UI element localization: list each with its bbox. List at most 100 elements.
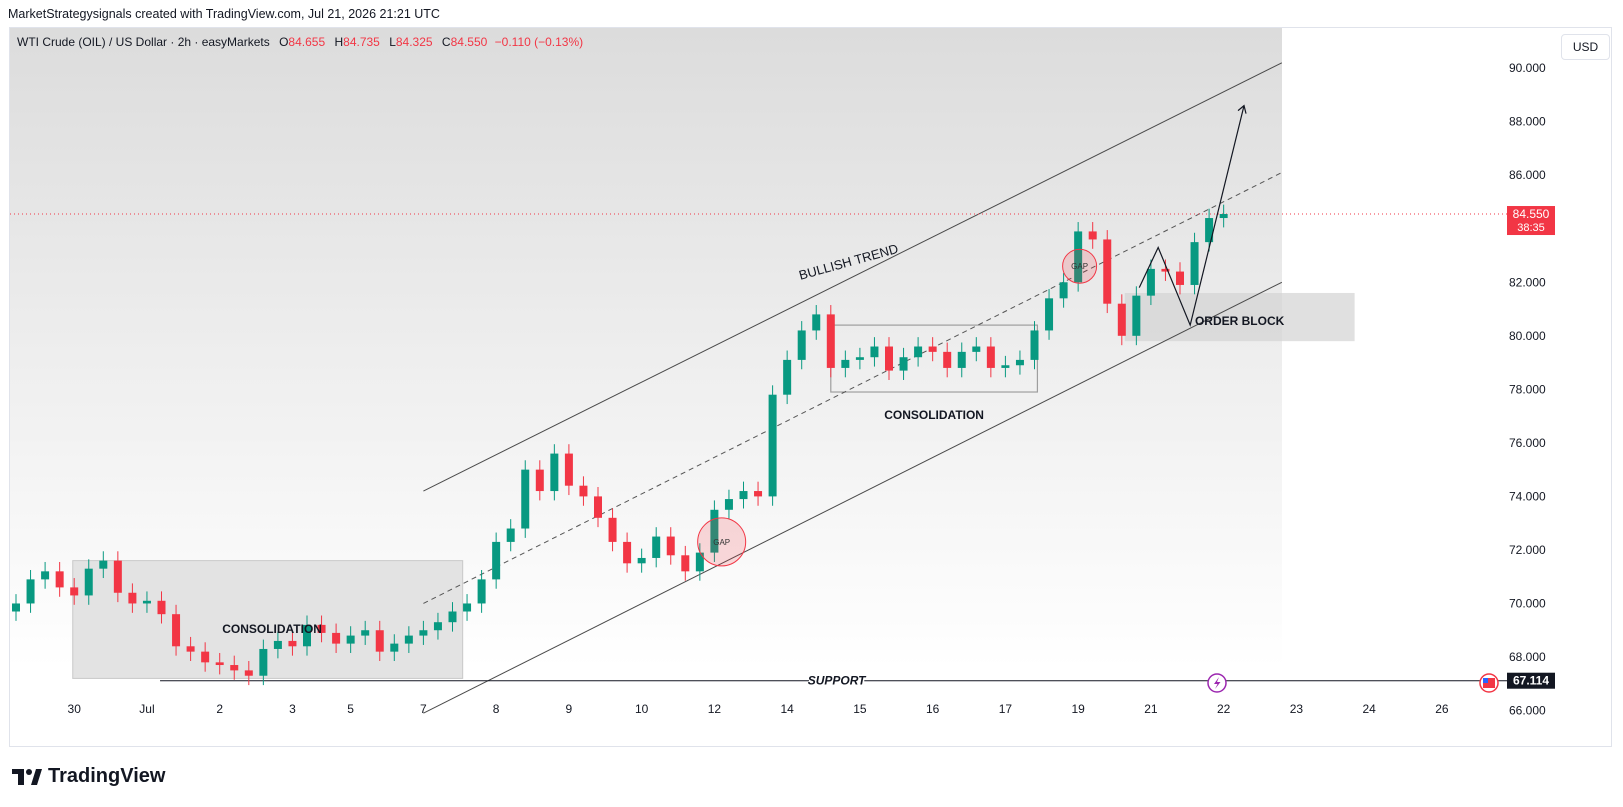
- candle-body[interactable]: [1015, 359, 1024, 366]
- candle-body[interactable]: [608, 517, 617, 542]
- candle-body[interactable]: [870, 346, 879, 358]
- candle-body[interactable]: [259, 648, 268, 676]
- candle-body[interactable]: [1190, 242, 1199, 285]
- projection-path[interactable]: [1138, 105, 1245, 328]
- candle-body[interactable]: [535, 469, 544, 492]
- candle-body[interactable]: [681, 555, 690, 572]
- candle-body[interactable]: [1103, 239, 1112, 304]
- candle-body[interactable]: [244, 670, 253, 676]
- candle-body[interactable]: [404, 635, 413, 644]
- order-block-zone[interactable]: [1124, 292, 1355, 342]
- candle-body[interactable]: [1059, 282, 1068, 299]
- candle-body[interactable]: [346, 635, 355, 644]
- gap-circle-1[interactable]: [697, 517, 747, 567]
- candle-body[interactable]: [739, 491, 748, 500]
- candle-body[interactable]: [1146, 268, 1155, 296]
- candle-body[interactable]: [1205, 218, 1214, 243]
- candle-body[interactable]: [390, 643, 399, 652]
- candle-body[interactable]: [826, 314, 835, 368]
- candle-body[interactable]: [579, 485, 588, 497]
- candle-body[interactable]: [230, 665, 239, 671]
- candle-body[interactable]: [594, 496, 602, 518]
- candle-body[interactable]: [492, 541, 501, 580]
- candle-body[interactable]: [841, 359, 850, 368]
- candle-body[interactable]: [463, 603, 472, 612]
- candle-body[interactable]: [943, 351, 952, 368]
- candle-body[interactable]: [1088, 231, 1097, 240]
- chart-frame[interactable]: SUPPORT GAP GAP CONSOLIDATION CONSOLIDATION…: [9, 27, 1612, 747]
- channel-lower-line[interactable]: [423, 281, 1283, 714]
- candle-body[interactable]: [623, 541, 632, 564]
- candle-body[interactable]: [1219, 214, 1228, 219]
- candle-body[interactable]: [928, 346, 937, 352]
- price-chart[interactable]: SUPPORT GAP GAP CONSOLIDATION CONSOLIDATION…: [10, 28, 1612, 747]
- candle-body[interactable]: [1074, 231, 1083, 283]
- candle-body[interactable]: [666, 536, 675, 556]
- candle-body[interactable]: [1117, 303, 1126, 336]
- candle-body[interactable]: [957, 351, 966, 368]
- candle-body[interactable]: [797, 330, 806, 360]
- candle-body[interactable]: [695, 552, 704, 572]
- candle-body[interactable]: [768, 394, 777, 497]
- candle-body[interactable]: [303, 624, 311, 647]
- candle-body[interactable]: [914, 346, 923, 358]
- candle-body[interactable]: [652, 536, 661, 558]
- candle-body[interactable]: [564, 453, 573, 486]
- candle-body[interactable]: [1030, 330, 1039, 360]
- candle-body[interactable]: [332, 632, 341, 644]
- x-tick-label: 22: [1217, 702, 1231, 716]
- y-tick-label: 88.000: [1509, 115, 1546, 129]
- candle-body[interactable]: [142, 600, 151, 604]
- countdown-label: 38:35: [1517, 222, 1545, 234]
- candle-body[interactable]: [855, 357, 864, 360]
- candle-body[interactable]: [99, 560, 108, 569]
- candle-body[interactable]: [521, 469, 530, 529]
- consolidation-zone-1[interactable]: [72, 560, 464, 679]
- candle-body[interactable]: [783, 359, 792, 395]
- lightning-glyph: [1214, 677, 1221, 689]
- candle-body[interactable]: [433, 622, 442, 631]
- candle-body[interactable]: [12, 603, 20, 612]
- candle-body[interactable]: [1132, 295, 1141, 336]
- candle-body[interactable]: [215, 662, 224, 666]
- candle-body[interactable]: [361, 630, 370, 636]
- gap-circle-2[interactable]: [1062, 248, 1098, 284]
- candle-body[interactable]: [201, 651, 210, 663]
- candle-body[interactable]: [724, 499, 733, 510]
- candle-body[interactable]: [186, 646, 195, 652]
- candle-body[interactable]: [1176, 271, 1184, 285]
- candle-body[interactable]: [477, 579, 486, 604]
- candle-body[interactable]: [172, 614, 181, 647]
- candle-body[interactable]: [1045, 298, 1054, 331]
- candle-body[interactable]: [375, 630, 384, 652]
- candle-body[interactable]: [986, 346, 995, 368]
- candle-body[interactable]: [84, 568, 93, 596]
- candle-body[interactable]: [1001, 365, 1010, 368]
- candle-body[interactable]: [70, 587, 79, 596]
- candle-body[interactable]: [273, 640, 282, 649]
- candle-body[interactable]: [637, 557, 646, 564]
- candle-body[interactable]: [550, 453, 559, 492]
- channel-mid-line[interactable]: [423, 172, 1283, 604]
- candle-body[interactable]: [128, 592, 137, 604]
- channel-upper-line[interactable]: [423, 62, 1283, 492]
- candle-body[interactable]: [885, 346, 893, 371]
- candle-body[interactable]: [972, 346, 981, 352]
- candle-body[interactable]: [419, 630, 428, 636]
- candle-body[interactable]: [710, 509, 719, 553]
- currency-button[interactable]: USD: [1561, 34, 1610, 60]
- tradingview-logo[interactable]: TradingView: [12, 765, 165, 788]
- candle-body[interactable]: [448, 611, 457, 623]
- candle-body[interactable]: [317, 624, 326, 633]
- candle-body[interactable]: [288, 640, 297, 647]
- candle-body[interactable]: [754, 491, 763, 497]
- candle-body[interactable]: [899, 357, 908, 371]
- candle-body[interactable]: [157, 600, 166, 615]
- candle-body[interactable]: [812, 314, 821, 331]
- candle-body[interactable]: [41, 571, 50, 580]
- candle-body[interactable]: [55, 571, 64, 588]
- candle-body[interactable]: [1161, 268, 1170, 272]
- candle-body[interactable]: [26, 579, 35, 604]
- candle-body[interactable]: [506, 528, 515, 542]
- candle-body[interactable]: [113, 560, 122, 593]
